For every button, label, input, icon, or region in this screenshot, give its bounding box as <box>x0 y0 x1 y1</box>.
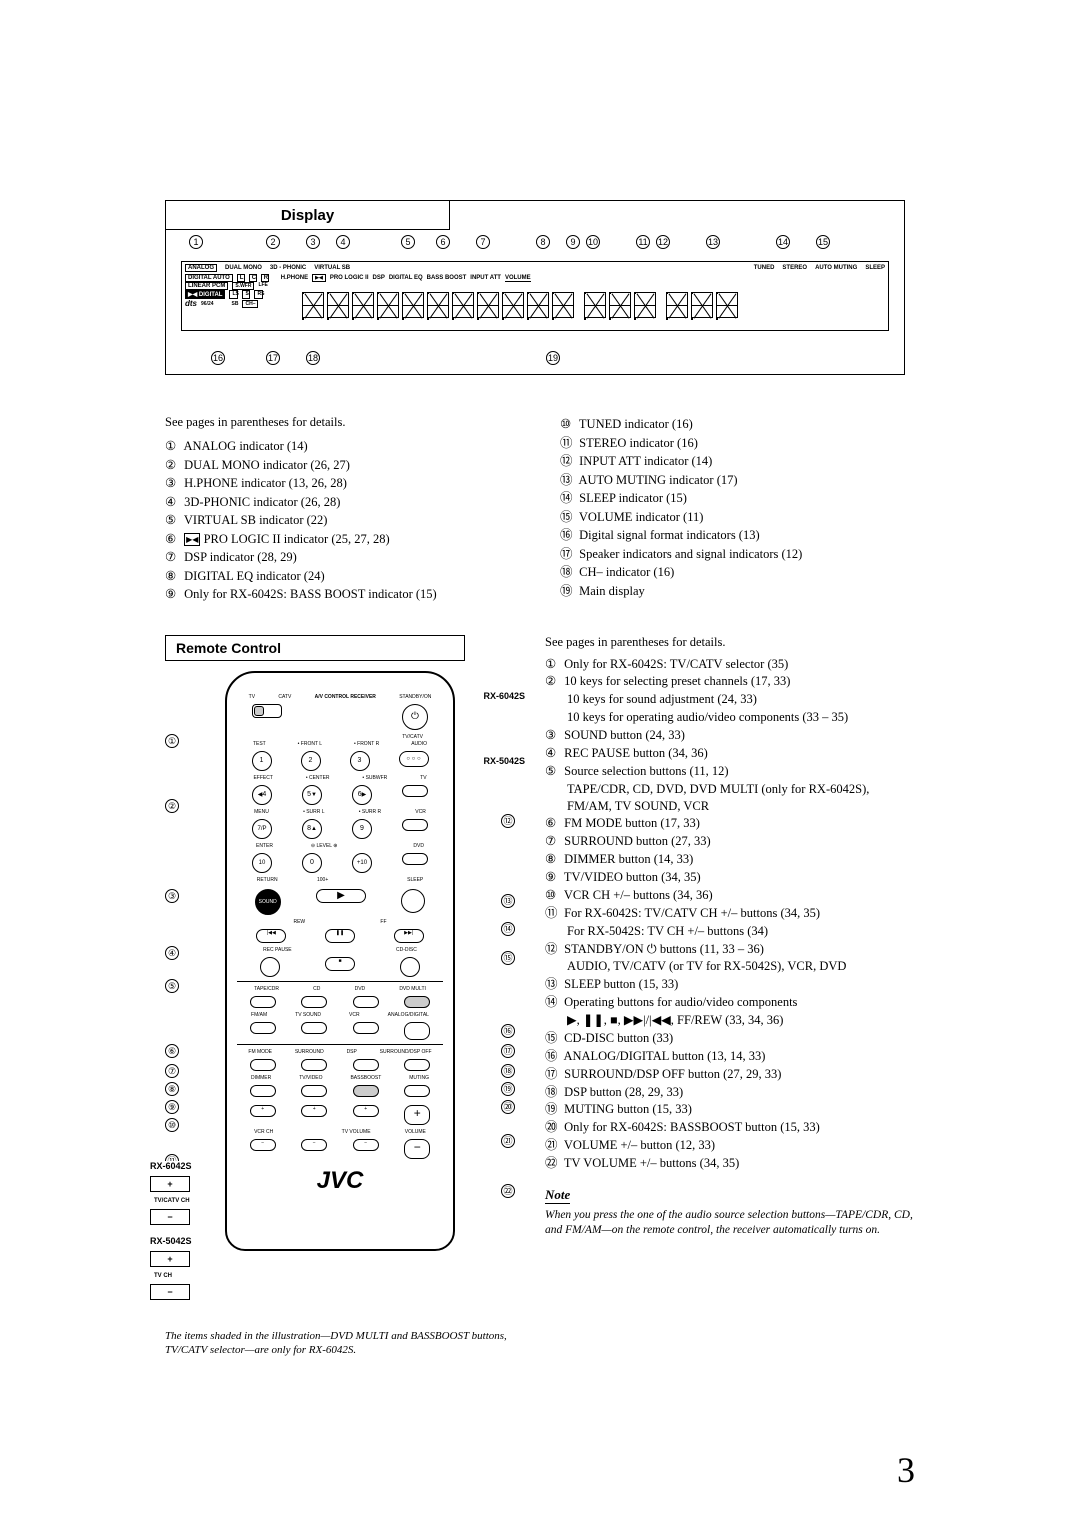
display-inner: ANALOG DUAL MONO 3D - PHONIC VIRTUAL SB … <box>181 261 889 331</box>
label-rx6042s: RX-6042S <box>483 691 525 701</box>
remote-body: ① ② ③ ④ ⑤ ⑥ ⑦ ⑧ ⑨ ⑩ ⑪ ⑫ ⑬ ⑭ ⑮ ⑯ ⑰ ⑱ ⑲ ⑳ … <box>165 661 515 1321</box>
remote-outline: TV CATV A/V CONTROL RECEIVER STANDBY/ON … <box>225 671 455 1251</box>
note-text: When you press the one of the audio sour… <box>545 1208 915 1239</box>
callout-4: 4 <box>336 235 350 249</box>
segment-display <box>302 292 738 322</box>
callout-16: 16 <box>211 351 225 365</box>
callout-1: 1 <box>189 235 203 249</box>
callout-8: 8 <box>536 235 550 249</box>
callout-7: 7 <box>476 235 490 249</box>
callout-11: 11 <box>636 235 650 249</box>
ind-inputatt: INPUT ATT <box>470 275 501 281</box>
note-heading: Note <box>545 1187 570 1204</box>
jvc-logo: JVC <box>237 1167 443 1195</box>
ind-automuting: AUTO MUTING <box>815 265 857 271</box>
ind-ls: LS <box>229 290 238 299</box>
see-pages-left: See pages in parentheses for details. <box>165 415 520 430</box>
ind-ch: CH– <box>242 300 258 308</box>
ind-l: L <box>237 274 245 282</box>
callout-6: 6 <box>436 235 450 249</box>
display-title: Display <box>281 207 334 224</box>
callout-18: 18 <box>306 351 320 365</box>
ext-5042-label: RX-5042S <box>150 1236 192 1246</box>
ind-hphone: H.PHONE <box>281 275 308 281</box>
ind-dsp: DSP <box>373 275 385 281</box>
remote-section: Remote Control ① ② ③ ④ ⑤ ⑥ ⑦ ⑧ ⑨ ⑩ ⑪ ⑫ ⑬… <box>165 635 915 1358</box>
callout-10: 10 <box>586 235 600 249</box>
display-columns: See pages in parentheses for details. ① … <box>165 415 915 605</box>
ind-digitaleq: DIGITAL EQ <box>389 275 423 281</box>
remote-list: ① Only for RX-6042S: TV/CATV selector (3… <box>545 656 915 1172</box>
callout-5: 5 <box>401 235 415 249</box>
display-panel: Display 1 2 3 4 5 6 7 8 9 10 11 12 13 14… <box>165 200 905 375</box>
callout-12: 12 <box>656 235 670 249</box>
callout-15: 15 <box>816 235 830 249</box>
ind-linearpcm: LINEAR PCM <box>185 282 228 290</box>
display-list-left: ① ANALOG indicator (14) ② DUAL MONO indi… <box>165 438 520 604</box>
label-rx5042s: RX-5042S <box>483 756 525 766</box>
remote-list-col: See pages in parentheses for details. ① … <box>545 635 915 1358</box>
callout-17: 17 <box>266 351 280 365</box>
ind-dualmono: DUAL MONO <box>225 265 262 271</box>
ind-9624: 96/24 <box>201 301 214 307</box>
remote-fineprint: The items shaded in the illustration—DVD… <box>165 1329 515 1358</box>
remote-title: Remote Control <box>176 640 281 656</box>
ind-sleep: SLEEP <box>865 265 885 271</box>
ind-sb: SB <box>232 301 239 307</box>
ind-digital: ▶◀ DIGITAL <box>185 290 225 299</box>
callout-9: 9 <box>566 235 580 249</box>
display-title-box: Display <box>165 200 450 230</box>
ind-digitalauto: DIGITAL AUTO <box>185 274 233 282</box>
ind-volume: VOLUME <box>505 275 531 282</box>
callout-3: 3 <box>306 235 320 249</box>
ind-r: R <box>261 274 269 282</box>
ind-s: S <box>242 290 250 299</box>
callout-13: 13 <box>706 235 720 249</box>
callout-19: 19 <box>546 351 560 365</box>
ext-6042-label: RX-6042S <box>150 1161 192 1171</box>
ind-analog: ANALOG <box>185 264 217 272</box>
display-list-right: ⑩ TUNED indicator (16) ⑪ STEREO indicato… <box>560 416 915 600</box>
page-number: 3 <box>897 1449 915 1491</box>
remote-title-box: Remote Control <box>165 635 465 661</box>
ind-c: C <box>249 274 257 282</box>
ind-swfr: S.WFR <box>232 282 254 290</box>
ind-virtualsb: VIRTUAL SB <box>314 265 350 271</box>
ind-3dphonic: 3D - PHONIC <box>270 265 306 271</box>
callout-2: 2 <box>266 235 280 249</box>
callout-14: 14 <box>776 235 790 249</box>
ind-stereo: STEREO <box>782 265 807 271</box>
ind-tuned: TUNED <box>754 265 775 271</box>
ind-dts: dts <box>185 299 197 308</box>
ind-lfe: LFE <box>258 282 267 290</box>
remote-see-pages: See pages in parentheses for details. <box>545 635 915 650</box>
remote-panel: Remote Control ① ② ③ ④ ⑤ ⑥ ⑦ ⑧ ⑨ ⑩ ⑪ ⑫ ⑬… <box>165 635 515 1358</box>
ind-prologic: PRO LOGIC II <box>330 275 369 281</box>
ind-bassboost: BASS BOOST <box>427 275 467 281</box>
ind-rs: RS <box>254 290 263 299</box>
